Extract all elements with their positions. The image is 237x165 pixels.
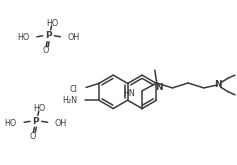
Text: H₂N: H₂N bbox=[62, 96, 77, 105]
Text: P: P bbox=[32, 117, 39, 126]
Text: HO: HO bbox=[46, 18, 59, 28]
Text: HO: HO bbox=[4, 119, 16, 128]
Text: N: N bbox=[156, 83, 163, 92]
Text: Cl: Cl bbox=[69, 85, 77, 94]
Text: N: N bbox=[215, 81, 222, 89]
Text: OH: OH bbox=[67, 33, 79, 42]
Text: OH: OH bbox=[55, 119, 67, 128]
Text: O: O bbox=[42, 46, 49, 55]
Text: O: O bbox=[30, 132, 36, 141]
Text: HN: HN bbox=[123, 89, 135, 98]
Text: P: P bbox=[45, 31, 52, 40]
Text: HO: HO bbox=[17, 33, 29, 42]
Text: HO: HO bbox=[34, 104, 46, 113]
